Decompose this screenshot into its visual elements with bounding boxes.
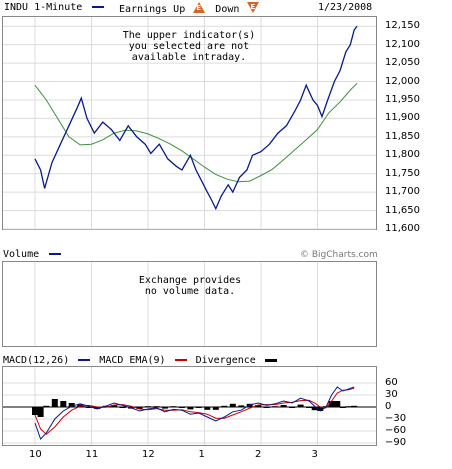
earnings-legend: Earnings Up E Down E — [119, 2, 260, 16]
divergence-bar — [37, 407, 44, 417]
divergence-bar — [339, 407, 346, 408]
divergence-bar — [60, 401, 67, 407]
divergence-bar — [32, 407, 38, 415]
price-grid — [3, 17, 376, 346]
macd-tick-label: 30 — [385, 389, 398, 400]
macd-grid — [3, 367, 376, 445]
divergence-bar — [311, 407, 318, 411]
macd-tick-label: 60 — [385, 377, 398, 388]
divergence-bar — [306, 407, 312, 408]
earnings-up-icon: E — [193, 2, 206, 13]
divergence-label: Divergence — [195, 355, 256, 366]
x-tick-label: 1 — [198, 449, 205, 460]
macd-panel-frame — [2, 366, 377, 446]
symbol-legend: INDU 1-Minute — [4, 2, 105, 14]
divergence-bar — [111, 405, 118, 407]
divergence-bar — [221, 405, 228, 407]
divergence-bar — [153, 406, 160, 408]
divergence-bar — [212, 407, 219, 410]
price-line — [34, 25, 358, 211]
intraday-indicator-note: The upper indicator(s) you selected are … — [122, 30, 256, 63]
volume-note: Exchange provides no volume data. — [138, 275, 242, 297]
divergence-bar — [351, 405, 358, 407]
volume-panel-frame — [2, 261, 377, 347]
divergence-bar — [187, 407, 194, 410]
earnings-down-label: Down — [215, 4, 240, 15]
divergence-bar — [178, 407, 185, 408]
divergence-bar — [345, 406, 352, 408]
divergence-bar — [195, 407, 202, 408]
price-tick-label: 11,850 — [385, 130, 420, 142]
macd-ema-legend-swatch — [174, 359, 187, 361]
divergence-bar — [94, 407, 101, 409]
price-tick-label: 11,800 — [385, 149, 420, 161]
volume-label: Volume — [3, 249, 40, 260]
moving-average-line — [34, 83, 358, 183]
price-tick-label: 12,150 — [385, 20, 420, 32]
price-tick-label: 11,750 — [385, 167, 420, 179]
macd-legend: MACD(12,26) MACD EMA(9) Divergence — [3, 355, 277, 367]
price-tick-label: 11,600 — [385, 223, 420, 234]
price-tick-label: 11,900 — [385, 112, 420, 124]
divergence-bar — [51, 399, 58, 407]
divergence-bar — [43, 405, 50, 407]
macd-tick-label: 0 — [385, 401, 392, 412]
macd-label: MACD(12,26) — [3, 355, 70, 366]
earnings-up-icon-letter: E — [196, 4, 202, 12]
divergence-bar — [280, 405, 287, 407]
macd-ema-label: MACD EMA(9) — [99, 355, 166, 366]
divergence-bar — [289, 407, 296, 408]
divergence-bar — [119, 407, 126, 408]
divergence-bar — [255, 405, 262, 407]
macd-line — [34, 386, 355, 440]
volume-legend: Volume — [3, 249, 62, 261]
earnings-down-icon: E — [247, 2, 260, 13]
divergence-bar — [85, 407, 92, 408]
divergence-bar — [161, 407, 168, 409]
divergence-bar — [229, 403, 236, 407]
price-tick-label: 12,000 — [385, 75, 420, 87]
price-tick-label: 11,950 — [385, 93, 420, 105]
price-tick-label: 12,050 — [385, 57, 420, 69]
divergence-legend-swatch — [264, 358, 277, 362]
divergence-bar — [297, 404, 304, 407]
macd-tick-label: −90 — [385, 437, 407, 448]
volume-legend-swatch — [49, 253, 62, 255]
macd-tick-label: −60 — [385, 425, 407, 436]
x-tick-label: 11 — [85, 449, 99, 460]
divergence-bar — [204, 407, 211, 410]
divergence-bars — [32, 399, 358, 417]
divergence-bar — [317, 407, 324, 411]
divergence-bar — [136, 407, 143, 409]
earnings-up-label: Earnings Up — [119, 4, 186, 15]
divergence-bar — [238, 405, 245, 407]
copyright-label[interactable]: © BigCharts.com — [300, 250, 378, 260]
earnings-down-icon-letter: E — [250, 3, 256, 11]
price-tick-label: 12,100 — [385, 38, 420, 50]
x-tick-label: 10 — [29, 449, 42, 460]
divergence-bar — [328, 401, 335, 407]
x-tick-label: 3 — [311, 449, 318, 460]
x-tick-label: 2 — [255, 449, 262, 460]
price-legend-swatch — [92, 6, 105, 8]
macd-legend-swatch — [78, 359, 91, 361]
divergence-bar — [145, 406, 151, 408]
price-tick-label: 11,700 — [385, 186, 420, 198]
x-tick-label: 12 — [142, 449, 155, 460]
symbol-label: INDU 1-Minute — [4, 2, 83, 13]
macd-tick-label: −30 — [385, 413, 407, 424]
divergence-bar — [263, 407, 270, 408]
price-tick-label: 11,650 — [385, 204, 420, 216]
chart-date: 1/23/2008 — [318, 2, 373, 13]
divergence-bar — [170, 406, 177, 408]
divergence-bar — [334, 401, 341, 407]
divergence-bar — [68, 403, 75, 407]
divergence-bar — [272, 406, 279, 408]
